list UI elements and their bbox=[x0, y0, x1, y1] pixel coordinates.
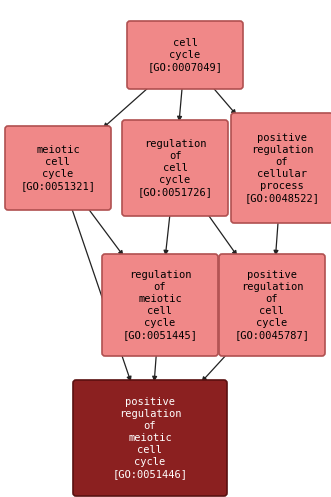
FancyBboxPatch shape bbox=[5, 126, 111, 210]
Text: positive
regulation
of
meiotic
cell
cycle
[GO:0051446]: positive regulation of meiotic cell cycl… bbox=[113, 397, 187, 479]
FancyBboxPatch shape bbox=[127, 21, 243, 89]
Text: regulation
of
cell
cycle
[GO:0051726]: regulation of cell cycle [GO:0051726] bbox=[137, 139, 213, 197]
FancyBboxPatch shape bbox=[219, 254, 325, 356]
FancyBboxPatch shape bbox=[102, 254, 218, 356]
Text: positive
regulation
of
cell
cycle
[GO:0045787]: positive regulation of cell cycle [GO:00… bbox=[234, 270, 309, 340]
FancyBboxPatch shape bbox=[122, 120, 228, 216]
Text: cell
cycle
[GO:0007049]: cell cycle [GO:0007049] bbox=[148, 38, 222, 72]
FancyBboxPatch shape bbox=[231, 113, 331, 223]
Text: positive
regulation
of
cellular
process
[GO:0048522]: positive regulation of cellular process … bbox=[245, 133, 319, 203]
Text: meiotic
cell
cycle
[GO:0051321]: meiotic cell cycle [GO:0051321] bbox=[21, 145, 96, 191]
FancyBboxPatch shape bbox=[73, 380, 227, 496]
Text: regulation
of
meiotic
cell
cycle
[GO:0051445]: regulation of meiotic cell cycle [GO:005… bbox=[122, 270, 198, 340]
